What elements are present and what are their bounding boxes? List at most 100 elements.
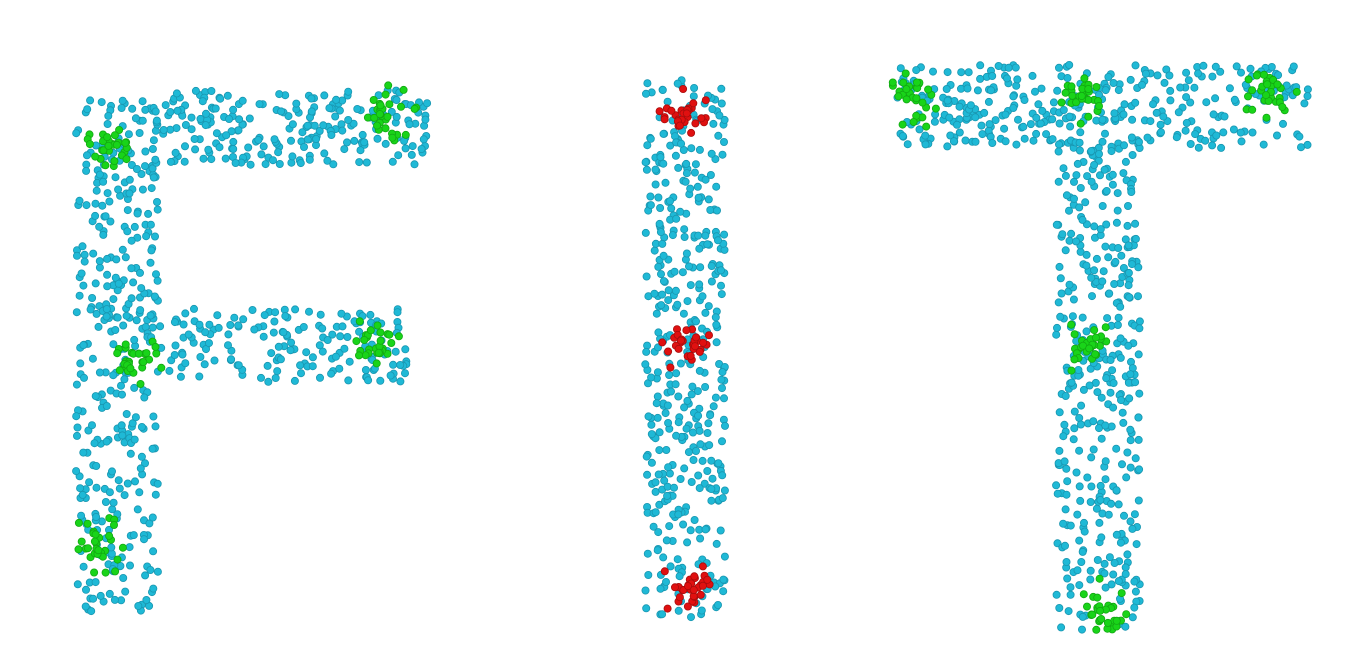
data-point [1078, 612, 1087, 621]
cluster-point-green [112, 140, 121, 149]
data-point [659, 159, 668, 168]
data-point [361, 365, 370, 374]
data-point [148, 513, 157, 522]
data-point [234, 321, 243, 330]
data-point [1194, 69, 1203, 78]
data-point [1107, 147, 1116, 156]
data-point [137, 169, 146, 178]
data-point [343, 332, 352, 341]
data-point [1059, 519, 1068, 528]
cluster-point-green [902, 95, 911, 104]
data-point [355, 158, 364, 167]
cluster-point-green [1084, 85, 1093, 94]
cluster-point-green [366, 326, 375, 335]
data-point [161, 101, 170, 110]
data-point [1114, 86, 1123, 95]
data-point [1012, 140, 1021, 149]
cluster-point-green [1252, 71, 1261, 80]
data-point [1101, 583, 1110, 592]
data-point [1135, 137, 1144, 146]
data-point [181, 309, 190, 318]
cluster-point-green [74, 545, 83, 554]
data-point [714, 131, 723, 140]
data-point [142, 596, 151, 605]
data-point [695, 244, 704, 253]
data-point [299, 142, 308, 151]
data-point [87, 607, 96, 616]
cluster-point-green [924, 85, 933, 94]
data-point [1056, 274, 1065, 283]
data-point [717, 266, 726, 275]
data-point [107, 543, 116, 552]
data-point [1127, 187, 1136, 196]
data-point [149, 547, 158, 556]
data-point [1128, 150, 1137, 159]
data-point [679, 520, 688, 529]
data-point [210, 356, 219, 365]
data-point [128, 419, 137, 428]
data-point [196, 352, 205, 361]
data-point [127, 294, 136, 303]
data-point [151, 155, 160, 164]
data-point [665, 370, 674, 379]
data-point [79, 448, 88, 457]
data-point [1106, 388, 1115, 397]
data-point [642, 89, 651, 98]
data-point [672, 431, 681, 440]
data-point [1107, 422, 1116, 431]
data-point [1029, 136, 1038, 145]
data-point [277, 107, 286, 116]
cluster-point-green [1263, 80, 1272, 89]
data-point [701, 175, 710, 184]
data-point [683, 297, 692, 306]
data-point [1055, 63, 1064, 72]
data-point [1063, 477, 1072, 486]
data-point [207, 87, 216, 96]
data-point [223, 91, 232, 100]
data-point [96, 591, 105, 600]
data-point [79, 281, 88, 290]
data-point [358, 130, 367, 139]
cluster-point-red [698, 562, 707, 571]
data-point [718, 494, 727, 503]
data-point [690, 516, 699, 525]
data-point [1101, 86, 1110, 95]
cluster-point-red [658, 338, 667, 347]
data-point [644, 412, 653, 421]
data-point [137, 284, 146, 293]
cluster-point-red [697, 114, 706, 123]
data-point [1061, 246, 1070, 255]
cluster-point-red [689, 99, 698, 108]
data-point [1087, 273, 1096, 282]
data-point [1108, 180, 1117, 189]
data-point [95, 222, 104, 231]
data-point [132, 164, 141, 173]
data-point [664, 296, 673, 305]
data-point [264, 377, 273, 386]
data-point [1013, 75, 1022, 84]
data-point [257, 150, 266, 159]
data-point [1055, 140, 1064, 149]
data-point [1075, 536, 1084, 545]
data-point [117, 104, 126, 113]
data-point [1070, 424, 1079, 433]
cluster-point-green [1068, 91, 1077, 100]
data-point [1092, 504, 1101, 513]
data-point [680, 225, 689, 234]
data-point [680, 464, 689, 473]
data-point [1230, 95, 1239, 104]
data-point [1068, 312, 1077, 321]
data-point [296, 369, 305, 378]
data-point [1014, 115, 1023, 124]
data-point [1060, 457, 1069, 466]
data-point [1083, 172, 1092, 181]
data-point [153, 567, 162, 576]
data-point [1225, 84, 1234, 93]
data-point [672, 214, 681, 223]
data-point [254, 135, 263, 144]
data-point [1063, 574, 1072, 583]
data-point [1131, 219, 1140, 228]
cluster-point-green [1070, 330, 1079, 339]
data-point [337, 309, 346, 318]
data-point [215, 143, 224, 152]
